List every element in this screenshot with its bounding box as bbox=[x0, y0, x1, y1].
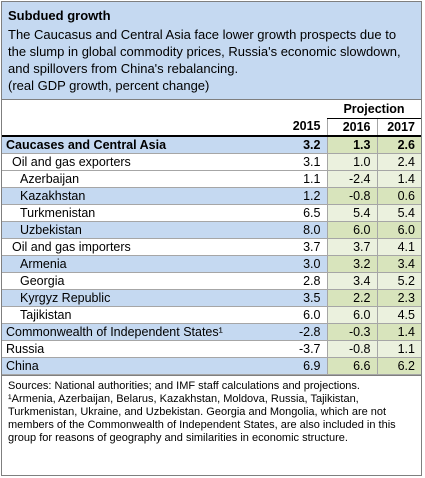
value-2017: 1.4 bbox=[376, 323, 421, 341]
row-label: Russia bbox=[2, 340, 277, 358]
value-2015: 6.0 bbox=[277, 306, 327, 324]
growth-table: Projection 2015 2016 2017 Caucases and C… bbox=[2, 100, 421, 375]
table-row: Kazakhstan 1.2 -0.8 0.6 bbox=[2, 187, 421, 205]
value-2016: 1.0 bbox=[326, 153, 377, 171]
value-2017: 0.6 bbox=[376, 187, 421, 205]
figure-subtitle: The Caucasus and Central Asia face lower… bbox=[8, 27, 401, 76]
value-2015: 6.9 bbox=[277, 357, 327, 375]
value-2017: 2.3 bbox=[376, 289, 421, 307]
value-2017: 2.4 bbox=[376, 153, 421, 171]
value-2015: -2.8 bbox=[277, 323, 327, 341]
table-row: China 6.9 6.6 6.2 bbox=[2, 357, 421, 375]
value-2016: -0.8 bbox=[326, 340, 377, 358]
value-2017: 1.4 bbox=[376, 170, 421, 188]
value-2016: -0.8 bbox=[326, 187, 377, 205]
row-label: Uzbekistan bbox=[2, 221, 277, 239]
table-row: Caucases and Central Asia 3.2 1.3 2.6 bbox=[2, 135, 421, 154]
value-2015: 2.8 bbox=[277, 272, 327, 290]
value-2015: 3.2 bbox=[277, 135, 327, 154]
value-2017: 4.1 bbox=[376, 238, 421, 256]
table-row: Tajikistan 6.0 6.0 4.5 bbox=[2, 306, 421, 324]
value-2015: 8.0 bbox=[277, 221, 327, 239]
row-label: Kyrgyz Republic bbox=[2, 289, 277, 307]
row-label: Turkmenistan bbox=[2, 204, 277, 222]
row-label: Oil and gas importers bbox=[2, 238, 277, 256]
row-label: Azerbaijan bbox=[2, 170, 277, 188]
value-2015: 1.2 bbox=[277, 187, 327, 205]
year-2015: 2015 bbox=[277, 118, 327, 137]
header-blank-label bbox=[2, 118, 277, 137]
value-2016: 6.0 bbox=[326, 306, 377, 324]
value-2015: 3.1 bbox=[277, 153, 327, 171]
value-2016: 3.2 bbox=[326, 255, 377, 273]
header-blank bbox=[2, 100, 277, 118]
row-label: Commonwealth of Independent States¹ bbox=[2, 323, 277, 341]
value-2017: 1.1 bbox=[376, 340, 421, 358]
value-2017: 4.5 bbox=[376, 306, 421, 324]
value-2017: 6.0 bbox=[376, 221, 421, 239]
value-2015: 3.0 bbox=[277, 255, 327, 273]
figure-units-note: (real GDP growth, percent change) bbox=[8, 78, 210, 93]
value-2016: 2.2 bbox=[326, 289, 377, 307]
value-2015: 3.7 bbox=[277, 238, 327, 256]
footnote: ¹Armenia, Azerbaijan, Belarus, Kazakhsta… bbox=[8, 392, 396, 444]
value-2016: 3.4 bbox=[326, 272, 377, 290]
value-2016: -2.4 bbox=[326, 170, 377, 188]
table-row: Armenia 3.0 3.2 3.4 bbox=[2, 255, 421, 273]
figure-title: Subdued growth bbox=[8, 8, 111, 23]
value-2016: 5.4 bbox=[326, 204, 377, 222]
row-label: Oil and gas exporters bbox=[2, 153, 277, 171]
table-row: Commonwealth of Independent States¹ -2.8-… bbox=[2, 323, 421, 341]
value-2016: -0.3 bbox=[326, 323, 377, 341]
value-2016: 3.7 bbox=[326, 238, 377, 256]
value-2016: 6.0 bbox=[326, 221, 377, 239]
table-row: Uzbekistan 8.0 6.0 6.0 bbox=[2, 221, 421, 239]
year-2017: 2017 bbox=[376, 118, 421, 137]
value-2015: 6.5 bbox=[277, 204, 327, 222]
row-label: China bbox=[2, 357, 277, 375]
value-2017: 5.2 bbox=[376, 272, 421, 290]
row-label: Kazakhstan bbox=[2, 187, 277, 205]
value-2016: 1.3 bbox=[326, 135, 377, 154]
figure-footer: Sources: National authorities; and IMF s… bbox=[2, 374, 421, 445]
value-2015: 1.1 bbox=[277, 170, 327, 188]
figure-header: Subdued growth The Caucasus and Central … bbox=[2, 2, 421, 100]
table-body: Caucases and Central Asia 3.2 1.3 2.6 Oil an… bbox=[2, 135, 421, 375]
row-label: Caucases and Central Asia bbox=[2, 135, 277, 154]
year-2016: 2016 bbox=[326, 118, 377, 137]
table-row: Azerbaijan 1.1 -2.4 1.4 bbox=[2, 170, 421, 188]
sources-note: Sources: National authorities; and IMF s… bbox=[8, 379, 360, 392]
value-2016: 6.6 bbox=[326, 357, 377, 375]
value-2015: -3.7 bbox=[277, 340, 327, 358]
header-blank-2015 bbox=[277, 100, 327, 118]
table-row: Georgia 2.8 3.4 5.2 bbox=[2, 272, 421, 290]
year-header-row: 2015 2016 2017 bbox=[2, 118, 421, 137]
table-row: Turkmenistan 6.5 5.4 5.4 bbox=[2, 204, 421, 222]
projection-label: Projection bbox=[327, 100, 421, 119]
projection-header-row: Projection bbox=[2, 100, 421, 119]
row-label: Georgia bbox=[2, 272, 277, 290]
value-2017: 5.4 bbox=[376, 204, 421, 222]
row-label: Tajikistan bbox=[2, 306, 277, 324]
table-row: Oil and gas exporters 3.1 1.0 2.4 bbox=[2, 153, 421, 171]
value-2015: 3.5 bbox=[277, 289, 327, 307]
value-2017: 2.6 bbox=[376, 135, 421, 154]
value-2017: 6.2 bbox=[376, 357, 421, 375]
table-row: Russia -3.7 -0.8 1.1 bbox=[2, 340, 421, 358]
value-2017: 3.4 bbox=[376, 255, 421, 273]
table-row: Kyrgyz Republic 3.5 2.2 2.3 bbox=[2, 289, 421, 307]
row-label: Armenia bbox=[2, 255, 277, 273]
table-row: Oil and gas importers 3.7 3.7 4.1 bbox=[2, 238, 421, 256]
